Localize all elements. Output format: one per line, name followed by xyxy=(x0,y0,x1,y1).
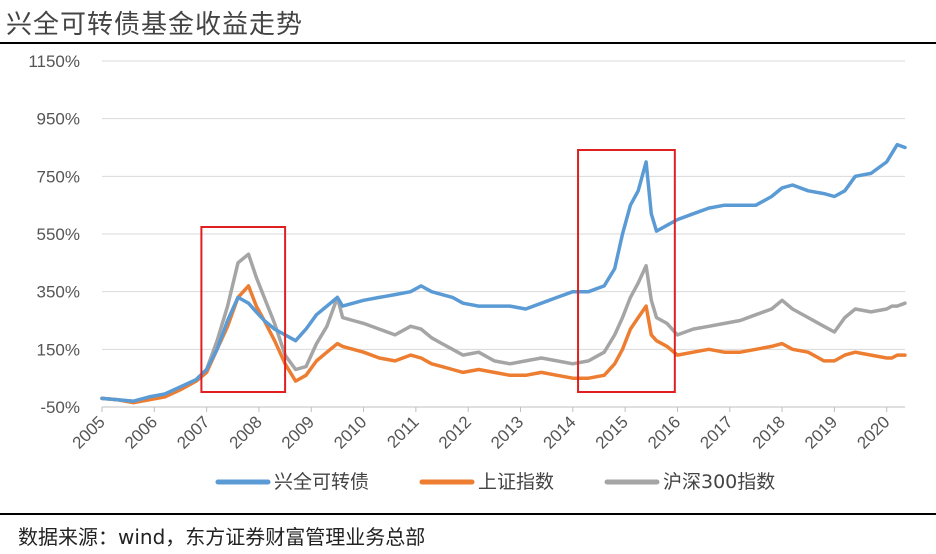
series-lines xyxy=(100,142,907,405)
x-tick-label: 2012 xyxy=(435,412,475,452)
y-tick-label: 550% xyxy=(37,225,80,244)
x-axis-ticks: 2005 2006 2007 2008 2009 2010 2011 2012 2013 2014… xyxy=(69,407,894,453)
legend-label: 兴全可转债 xyxy=(274,471,369,493)
series-line-1 xyxy=(100,142,907,403)
legend: 兴全可转债 上证指数 沪深300指数 xyxy=(215,471,775,493)
data-source-note: 数据来源：wind，东方证券财富管理业务总部 xyxy=(18,525,426,549)
x-tick-label: 2009 xyxy=(278,412,318,452)
series-line-2 xyxy=(100,284,907,405)
x-tick-label: 2010 xyxy=(330,412,370,452)
x-tick-label: 2018 xyxy=(749,412,789,452)
legend-label: 上证指数 xyxy=(478,471,554,493)
x-tick-label: 2016 xyxy=(644,412,684,452)
grid-lines xyxy=(102,60,905,408)
line-chart: -50%150%350%550%750%950%1150% 2005 2006 20… xyxy=(28,52,907,493)
bottom-divider xyxy=(0,513,936,515)
y-axis-ticks: -50% 150% 350% 550% 750% 950% 1150% xyxy=(28,52,80,417)
chart-title: 兴全可转债基金收益走势 xyxy=(6,10,304,40)
highlight-boxes xyxy=(200,149,676,393)
x-tick-label: 2020 xyxy=(853,412,893,452)
x-tick-label: 2005 xyxy=(69,412,109,452)
x-tick-label: 2008 xyxy=(226,412,266,452)
x-tick-label: 2006 xyxy=(121,412,161,452)
y-tick-label: 350% xyxy=(37,283,80,302)
legend-label: 沪深300指数 xyxy=(663,471,775,493)
x-tick-label: 2014 xyxy=(539,412,579,452)
y-tick-label: -50% xyxy=(40,398,80,417)
x-tick-label: 2015 xyxy=(592,412,632,452)
x-tick-label: 2013 xyxy=(487,412,527,452)
highlight-box xyxy=(200,226,287,393)
series-line-3 xyxy=(100,252,907,403)
highlight-box xyxy=(577,149,676,393)
top-divider xyxy=(0,42,936,44)
y-tick-label: 750% xyxy=(37,167,80,186)
y-tick-label: 1150% xyxy=(28,52,80,71)
x-tick-label: 2017 xyxy=(696,412,736,452)
y-tick-label: 950% xyxy=(37,110,80,129)
x-tick-label: 2011 xyxy=(383,412,422,451)
x-tick-label: 2007 xyxy=(173,412,213,452)
x-tick-label: 2019 xyxy=(801,412,841,452)
y-tick-label: 150% xyxy=(37,340,80,359)
